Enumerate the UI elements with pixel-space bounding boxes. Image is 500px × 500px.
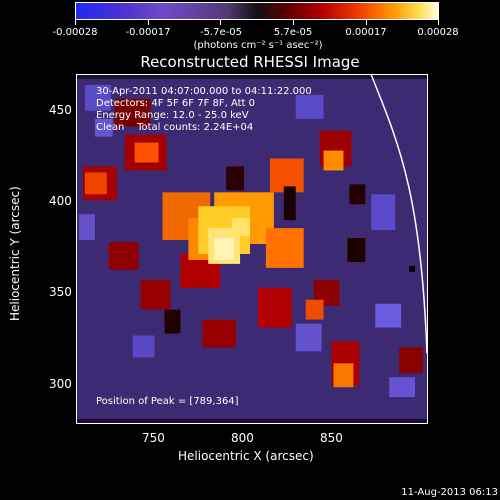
colorbar-label-2: -0.00017 bbox=[125, 27, 171, 38]
image-plot-area: 30-Apr-2011 04:07:00.000 to 04:11:22.000… bbox=[76, 74, 428, 424]
colorbar-ticks bbox=[75, 20, 439, 26]
dark-band-top bbox=[77, 75, 427, 79]
colorbar-tick-3 bbox=[220, 20, 221, 25]
blue-blob-2 bbox=[94, 118, 113, 137]
image-title: Reconstructed RHESSI Image bbox=[140, 53, 360, 71]
dark-blob-4 bbox=[347, 238, 366, 262]
colorbar bbox=[75, 2, 439, 20]
blue-blob-9 bbox=[389, 377, 416, 398]
core-blob-3 bbox=[214, 238, 235, 260]
y-tick-300: 300 bbox=[49, 377, 72, 391]
dark-blob-1 bbox=[283, 186, 296, 221]
heatmap-blue-regions bbox=[78, 84, 416, 398]
colorbar-label-5: 0.00017 bbox=[345, 27, 387, 38]
orange-blob-7 bbox=[265, 228, 304, 268]
blue-blob-7 bbox=[371, 194, 396, 231]
marker-square bbox=[409, 265, 416, 272]
colorbar-tick-4 bbox=[293, 20, 294, 25]
orange-blob-9 bbox=[333, 363, 354, 388]
blue-blob-3 bbox=[78, 214, 95, 241]
red-blob-1 bbox=[114, 98, 151, 127]
x-axis-label: Heliocentric X (arcsec) bbox=[178, 449, 314, 463]
detectors-info: Detectors: 4F 5F 6F 7F 8F, Att 0 bbox=[96, 98, 256, 109]
x-tick-750: 750 bbox=[142, 431, 165, 445]
colorbar-units: (photons cm⁻² s⁻¹ asec⁻²) bbox=[193, 40, 323, 51]
colorbar-tick-2 bbox=[148, 20, 149, 25]
colorbar-label-3: -5.7e-05 bbox=[200, 27, 242, 38]
red-blob-5 bbox=[140, 279, 171, 310]
blue-blob-5 bbox=[295, 323, 322, 352]
peak-position: Position of Peak = [789,364] bbox=[96, 396, 239, 407]
heatmap bbox=[77, 75, 427, 423]
colorbar-label-4: 5.7e-05 bbox=[273, 27, 313, 38]
orange-blob-10 bbox=[323, 150, 344, 171]
timestamp-footer: 11-Aug-2013 06:13 bbox=[401, 487, 498, 498]
blue-blob-8 bbox=[295, 94, 324, 119]
heatmap-core bbox=[198, 206, 251, 264]
x-tick-850: 850 bbox=[320, 431, 343, 445]
observation-time: 30-Apr-2011 04:07:00.000 to 04:11:22.000 bbox=[96, 86, 312, 97]
blue-blob-4 bbox=[132, 335, 155, 358]
energy-range: Energy Range: 12.0 - 25.0 keV bbox=[96, 110, 249, 121]
orange-blob-2 bbox=[84, 172, 107, 195]
counts-info: Clean Total counts: 2.24E+04 bbox=[96, 122, 254, 133]
dark-blob-2 bbox=[164, 309, 181, 334]
solar-limb-curve bbox=[370, 75, 427, 354]
heatmap-dark-regions bbox=[77, 75, 427, 423]
orange-blob-1 bbox=[134, 142, 159, 163]
blue-blob-1 bbox=[84, 84, 111, 111]
red-blob-4 bbox=[108, 242, 139, 270]
y-tick-350: 350 bbox=[49, 285, 72, 299]
colorbar-label-6: 0.00028 bbox=[417, 27, 459, 38]
colorbar-label-1: -0.00028 bbox=[52, 27, 98, 38]
dark-blob-5 bbox=[349, 184, 366, 205]
red-blob-8 bbox=[257, 287, 292, 328]
colorbar-tick-1 bbox=[75, 20, 76, 25]
y-tick-400: 400 bbox=[49, 194, 72, 208]
dark-blob-3 bbox=[226, 166, 245, 191]
colorbar-tick-6 bbox=[438, 20, 439, 25]
dark-band-bottom bbox=[77, 419, 427, 423]
y-tick-450: 450 bbox=[49, 103, 72, 117]
x-tick-800: 800 bbox=[231, 431, 254, 445]
heatmap-svg bbox=[77, 75, 427, 423]
colorbar-tick-5 bbox=[366, 20, 367, 25]
y-axis-label: Heliocentric Y (arcsec) bbox=[8, 186, 22, 321]
red-blob-7 bbox=[202, 319, 237, 348]
blue-blob-6 bbox=[375, 303, 402, 328]
red-blob-12 bbox=[399, 347, 424, 374]
orange-blob-8 bbox=[305, 299, 324, 320]
core-blob-4 bbox=[232, 218, 251, 237]
